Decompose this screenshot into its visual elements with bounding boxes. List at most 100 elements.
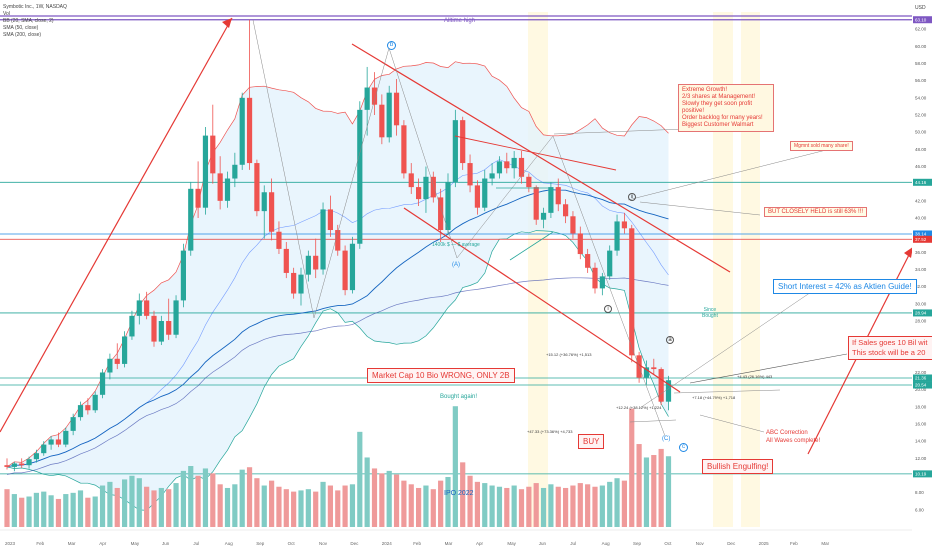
highlight-band — [741, 12, 760, 527]
price-tick-label: 60.00 — [915, 44, 927, 49]
volume-bar — [438, 480, 444, 527]
time-tick-label: Mar — [821, 541, 829, 546]
volume-bar — [99, 485, 106, 527]
candle-body — [136, 300, 142, 316]
volume-bar — [77, 490, 84, 527]
volume-bar — [563, 487, 569, 527]
candle-body — [357, 109, 363, 244]
ipo-label: IPO 2022 — [444, 490, 474, 497]
candle-body — [386, 92, 392, 138]
candle-body — [629, 228, 635, 356]
candle-body — [254, 163, 260, 212]
trend-line — [0, 17, 233, 433]
price-tag-box — [913, 470, 932, 478]
volume-bar — [107, 481, 113, 527]
wave-ii-label: ii — [628, 193, 636, 201]
volume-bar — [607, 481, 613, 527]
volume-bar — [180, 470, 186, 527]
candle-body — [269, 192, 275, 232]
wave-i-label: i — [604, 305, 612, 313]
volume-bar — [570, 485, 576, 527]
price-tick-label: 62.00 — [915, 27, 927, 32]
wave-c-label: c — [679, 443, 688, 452]
price-tick-label: 42.00 — [915, 198, 927, 203]
candle-body — [430, 176, 436, 198]
volume-bar — [269, 480, 275, 527]
trend-line — [351, 43, 731, 273]
candle-body — [48, 439, 54, 445]
volume-bar — [371, 468, 378, 527]
volume-bar — [136, 478, 142, 527]
time-tick-label: Feb — [413, 541, 421, 546]
price-tick-label: 8.00 — [915, 490, 924, 495]
time-tick-label: Nov — [696, 541, 705, 546]
candle-body — [195, 188, 201, 208]
candle-body — [246, 97, 253, 164]
candle-body — [452, 120, 458, 182]
candle-body — [482, 178, 488, 208]
price-tag-box — [913, 381, 932, 389]
volume-bar — [55, 498, 62, 527]
candle-body — [651, 367, 657, 370]
price-axis-bg — [912, 0, 932, 550]
candle-body — [643, 367, 650, 378]
volume-bar — [144, 486, 150, 527]
arrow-head — [222, 18, 232, 28]
time-tick-label: Aug — [602, 541, 611, 546]
candle-body — [114, 358, 120, 364]
candle-body — [585, 254, 591, 268]
volume-bars — [4, 406, 672, 527]
price-tag-label: 37.52 — [915, 237, 927, 242]
time-tick-label: Oct — [288, 541, 296, 546]
volume-bar — [614, 478, 620, 527]
candle-body — [540, 212, 547, 220]
candle-body — [438, 197, 444, 231]
candle-body — [570, 216, 576, 234]
volume-bar — [63, 494, 69, 527]
time-tick-label: May — [507, 541, 516, 546]
volume-bar — [92, 496, 98, 527]
time-tick-label: Apr — [476, 541, 484, 546]
price-tick-label: 48.00 — [915, 147, 927, 152]
volume-bar — [636, 444, 642, 527]
candle-body — [158, 321, 164, 342]
volume-bar — [393, 474, 400, 527]
trend-line — [689, 353, 848, 384]
volume-bar — [283, 489, 289, 527]
trend-line — [388, 47, 458, 259]
price-tick-label: 56.00 — [915, 78, 927, 83]
average-label: 1400k $ — $ average — [432, 242, 480, 248]
trend-line — [252, 19, 315, 319]
volume-bar — [232, 484, 238, 527]
candle-body — [92, 394, 98, 411]
price-tick-label: 16.00 — [915, 422, 927, 427]
time-tick-label: May — [131, 541, 140, 546]
volume-bar — [651, 455, 657, 527]
candle-body — [533, 187, 539, 220]
volume-bar — [496, 486, 503, 527]
time-tick-label: Oct — [664, 541, 672, 546]
trend-line — [313, 47, 390, 319]
candle-body — [511, 157, 517, 169]
time-tick-label: Sep — [256, 541, 265, 546]
candle-body — [99, 372, 106, 395]
volume-bar — [26, 496, 32, 527]
candle-body — [107, 358, 113, 373]
volume-bar — [166, 489, 172, 527]
time-tick-label: Nov — [319, 541, 328, 546]
market-cap-callout: Market Cap 10 Bio WRONG, ONLY 2B — [367, 368, 515, 383]
candle-body — [548, 187, 554, 213]
volume-bar — [504, 487, 510, 527]
volume-bar — [658, 448, 664, 527]
volume-bar — [460, 462, 466, 527]
currency-label: USD — [915, 5, 926, 11]
candle-body — [188, 188, 194, 251]
volume-bar — [276, 486, 282, 527]
candle-body — [379, 104, 385, 138]
volume-bar — [430, 489, 436, 527]
candle-body — [63, 430, 69, 445]
candle-body — [298, 274, 304, 294]
closely-held-callout: BUT CLOSELY HELD is still 63% !!! — [764, 207, 868, 217]
time-tick-label: Apr — [99, 541, 107, 546]
